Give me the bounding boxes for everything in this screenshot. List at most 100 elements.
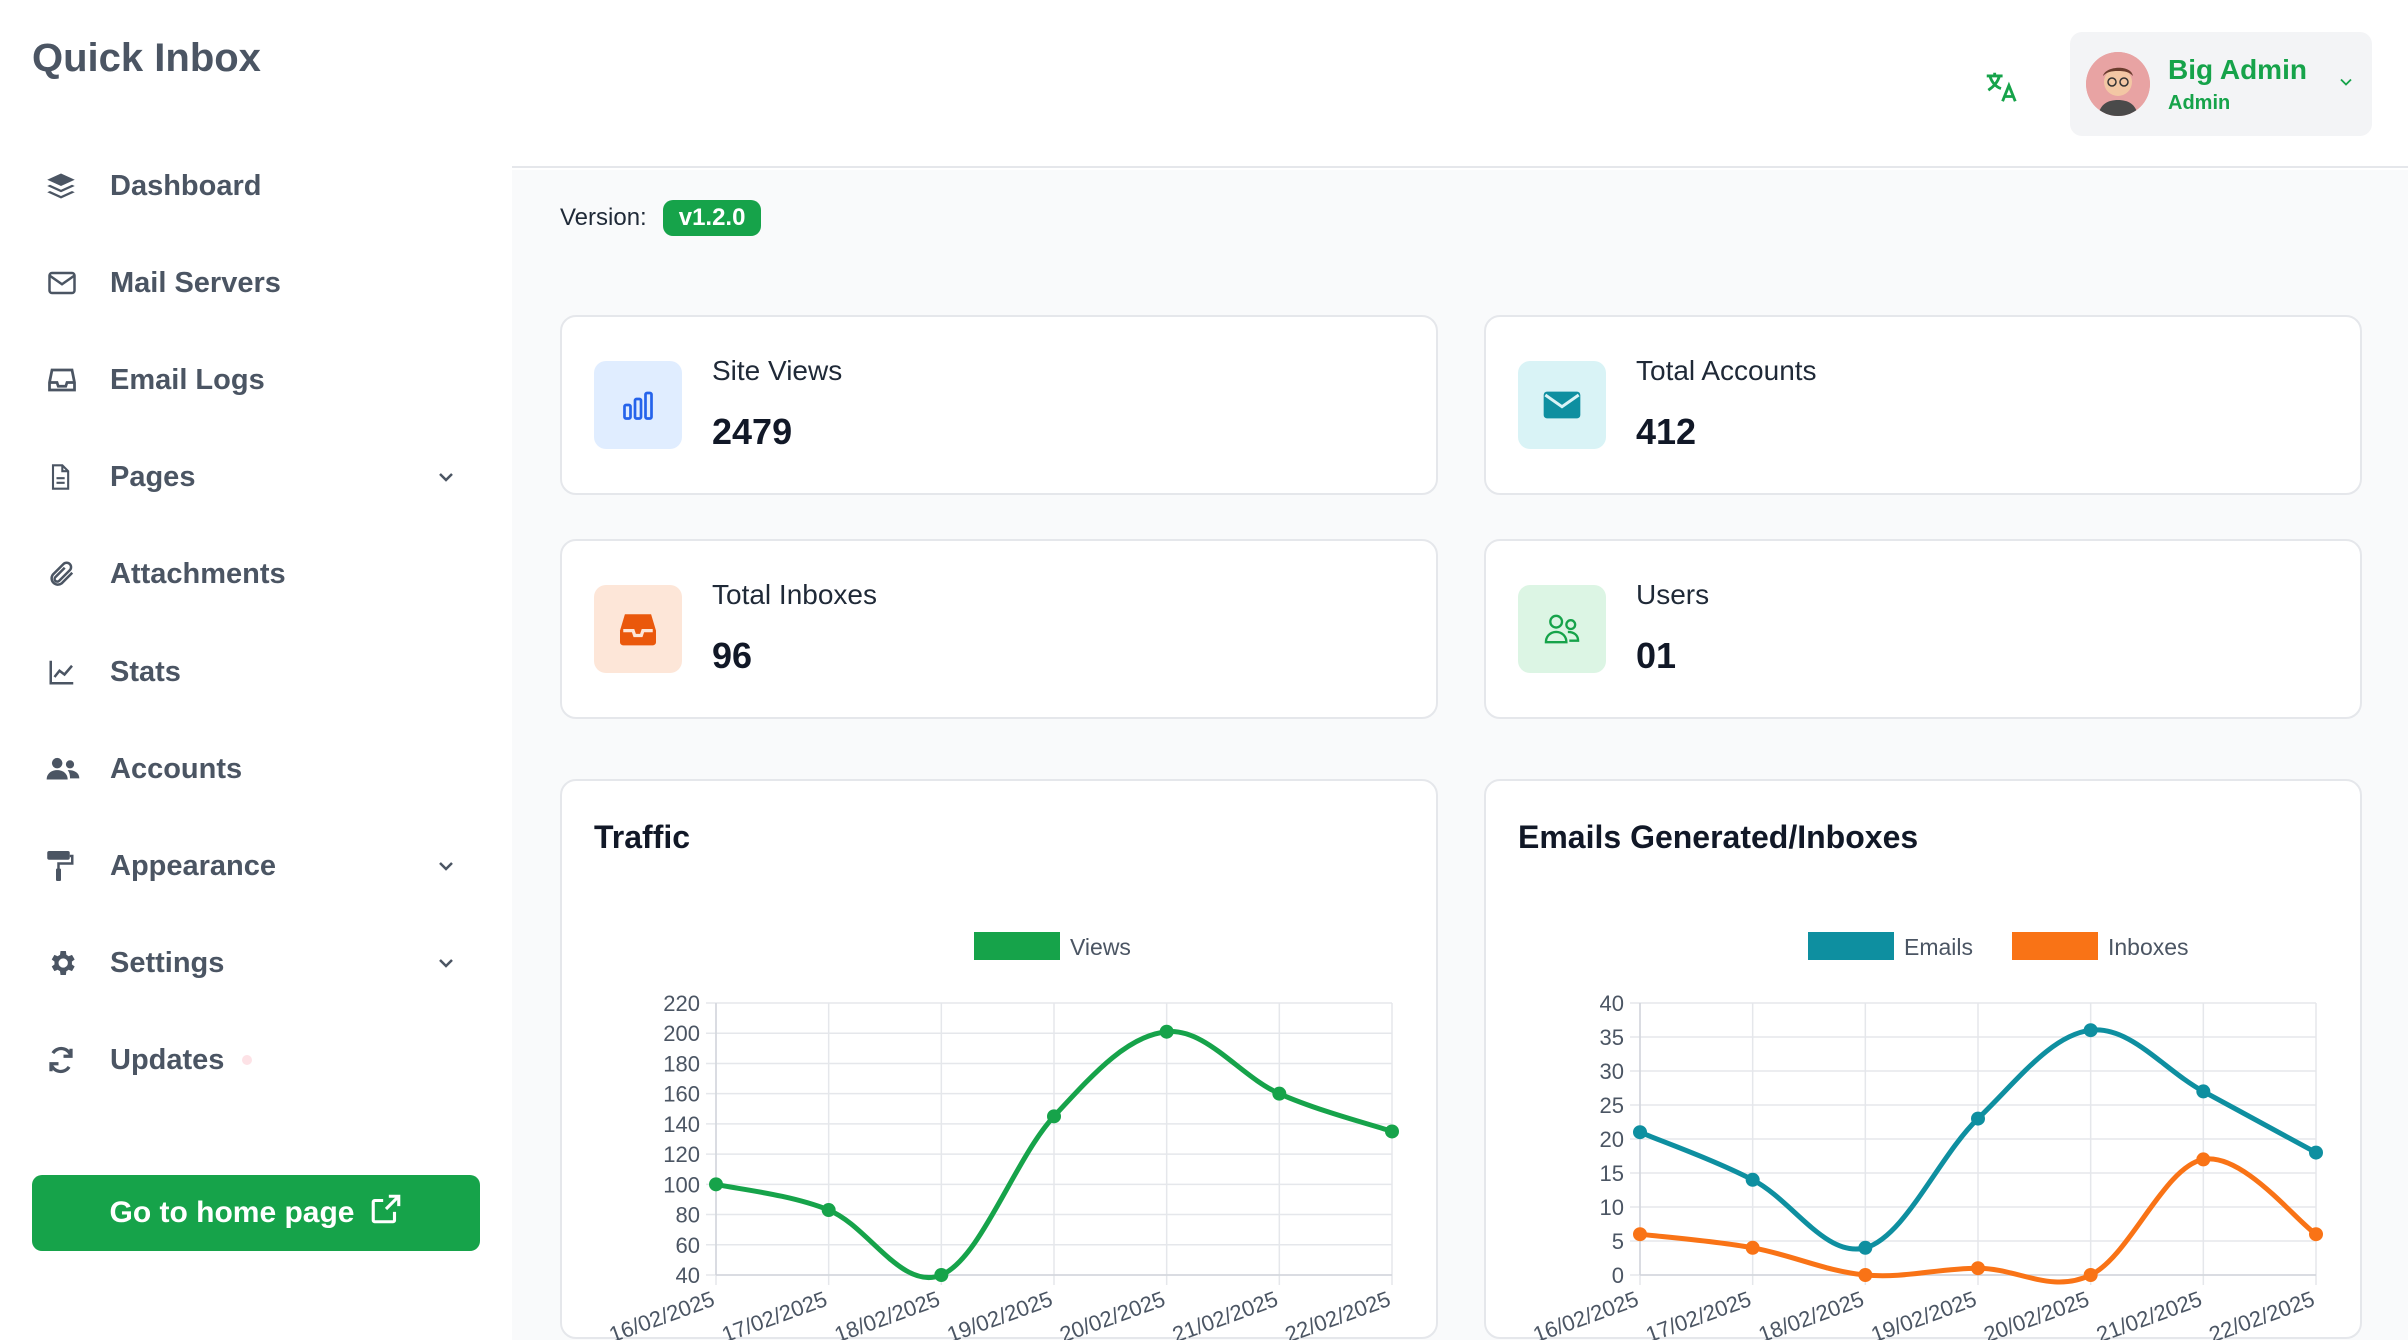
data-point (1971, 1261, 1985, 1276)
y-tick-label: 20 (1600, 1127, 1624, 1152)
sidebar-item-label: Settings (110, 946, 225, 979)
legend-item: Views (974, 932, 1131, 960)
sidebar-item-stats[interactable]: Stats (32, 642, 472, 702)
data-point (1745, 1240, 1760, 1255)
x-tick-label: 18/02/2025 (1755, 1286, 1867, 1340)
chevron-down-icon (2336, 72, 2356, 97)
stat-card-users: Users 01 (1484, 539, 2362, 719)
stat-card-total-accounts: Total Accounts 412 (1484, 315, 2362, 495)
y-tick-label: 15 (1600, 1161, 1624, 1186)
y-tick-label: 35 (1600, 1025, 1624, 1050)
version-row: Version: v1.2.0 (560, 200, 762, 236)
data-point (821, 1203, 836, 1218)
sidebar-item-label: Dashboard (110, 169, 262, 202)
y-tick-label: 40 (1600, 991, 1624, 1016)
x-tick-label: 18/02/2025 (831, 1286, 943, 1340)
data-point (1633, 1227, 1647, 1242)
data-point (2309, 1145, 2323, 1160)
sidebar-item-appearance[interactable]: Appearance (32, 836, 472, 896)
gear-icon (32, 933, 96, 993)
y-tick-label: 220 (663, 991, 700, 1016)
envelope-icon (1518, 361, 1606, 449)
sidebar-item-label: Email Logs (110, 363, 265, 396)
x-tick-label: 20/02/2025 (1056, 1286, 1168, 1340)
y-tick-label: 30 (1600, 1059, 1624, 1084)
stat-value: 412 (1636, 411, 1697, 452)
inbox-tray-icon (32, 350, 96, 410)
x-tick-label: 17/02/2025 (718, 1286, 830, 1340)
traffic-chart: Views 40 60 80 100 120 140 160 180 200 220 16/02/20… (606, 932, 1399, 1340)
sidebar-item-email-logs[interactable]: Email Logs (32, 350, 472, 410)
inbox-tray-icon (594, 585, 682, 673)
stat-value: 01 (1636, 635, 1677, 676)
data-point (1858, 1240, 1873, 1255)
envelope-icon (32, 253, 96, 313)
sidebar-item-pages[interactable]: Pages (32, 447, 472, 507)
top-header: Big Admin Admin (512, 0, 2408, 168)
line-chart-icon (32, 642, 96, 702)
x-tick-label: 17/02/2025 (1642, 1286, 1754, 1340)
paperclip-icon (32, 544, 96, 604)
sidebar-item-attachments[interactable]: Attachments (32, 544, 472, 604)
data-point (2196, 1084, 2211, 1099)
chevron-down-icon (434, 951, 458, 980)
data-point (934, 1268, 949, 1282)
y-tick-label: 60 (676, 1233, 700, 1258)
stat-card-total-inboxes: Total Inboxes 96 (560, 539, 1438, 719)
data-point (709, 1177, 723, 1192)
brand-title: Quick Inbox (32, 36, 261, 80)
stat-label: Site Views (712, 355, 843, 386)
y-tick-label: 80 (676, 1203, 700, 1228)
notification-dot (242, 1055, 253, 1065)
sidebar-item-label: Mail Servers (110, 266, 281, 299)
version-label: Version: (560, 204, 647, 231)
data-point (1272, 1086, 1287, 1101)
y-tick-label: 160 (663, 1082, 700, 1107)
sidebar-item-dashboard[interactable]: Dashboard (32, 156, 472, 216)
y-tick-label: 140 (663, 1112, 700, 1137)
document-icon (32, 447, 96, 507)
sidebar: Quick Inbox Dashboard Mail Servers Email… (0, 0, 512, 1340)
user-menu[interactable]: Big Admin Admin (2070, 32, 2372, 136)
sidebar-item-accounts[interactable]: Accounts (32, 739, 472, 799)
go-to-home-page-button[interactable]: Go to home page (32, 1175, 480, 1251)
chart-title: Emails Generated/Inboxes (1518, 819, 1919, 855)
external-link-icon (355, 1192, 403, 1234)
sidebar-item-label: Appearance (110, 849, 277, 882)
y-tick-label: 25 (1600, 1093, 1624, 1118)
legend-item: Inboxes (2012, 932, 2189, 960)
legend-swatch (2012, 932, 2098, 960)
x-tick-label: 21/02/2025 (2093, 1286, 2205, 1340)
sidebar-item-mail-servers[interactable]: Mail Servers (32, 253, 472, 313)
chart-title: Traffic (594, 819, 691, 855)
bar-chart-icon (594, 361, 682, 449)
refresh-icon (32, 1030, 96, 1090)
data-point (1385, 1124, 1399, 1139)
sidebar-item-settings[interactable]: Settings (32, 933, 472, 993)
main-content: Version: v1.2.0 Site Views 2479 Total Ac… (512, 170, 2408, 1340)
sidebar-item-label: Stats (110, 655, 181, 688)
x-tick-label: 22/02/2025 (1282, 1286, 1394, 1340)
y-tick-label: 0 (1612, 1263, 1624, 1288)
paint-roller-icon (32, 836, 96, 896)
x-tick-label: 22/02/2025 (2206, 1286, 2318, 1340)
sidebar-item-label: Updates (110, 1043, 225, 1076)
x-tick-label: 21/02/2025 (1169, 1286, 1281, 1340)
data-point (1858, 1268, 1873, 1282)
stat-label: Total Accounts (1636, 355, 1817, 386)
x-tick-label: 19/02/2025 (1868, 1286, 1980, 1340)
legend-label: Emails (1904, 934, 1973, 960)
legend-swatch (974, 932, 1060, 960)
data-point (1971, 1111, 1985, 1126)
data-point (1159, 1024, 1174, 1039)
y-tick-label: 40 (676, 1263, 700, 1288)
legend-label: Inboxes (2108, 934, 2189, 960)
chevron-down-icon (434, 854, 458, 883)
sidebar-item-label: Attachments (110, 557, 286, 590)
x-tick-label: 16/02/2025 (1530, 1286, 1642, 1340)
users-icon (1518, 585, 1606, 673)
translate-icon[interactable] (1982, 68, 2020, 111)
y-tick-label: 100 (663, 1172, 700, 1197)
user-role: Admin (2168, 91, 2231, 114)
sidebar-item-updates[interactable]: Updates (32, 1030, 472, 1090)
